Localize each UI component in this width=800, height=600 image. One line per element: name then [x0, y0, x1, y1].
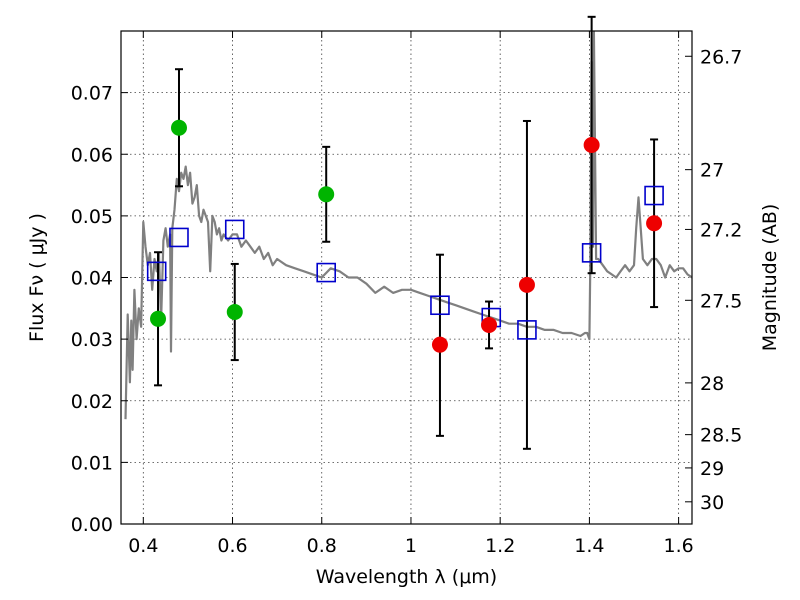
right-tick-label: 28: [700, 373, 724, 395]
observed-point: [646, 215, 663, 232]
right-tick-label: 27: [700, 160, 724, 182]
x-tick-label: 0.6: [217, 535, 247, 557]
marker-layer: [146, 119, 664, 353]
model-point: [644, 185, 664, 206]
y-tick-label: 0.04: [71, 268, 113, 290]
model-point: [430, 295, 450, 316]
y-tick-label: 0.05: [71, 206, 113, 228]
y-axis-title: Flux Fν ( μJy ): [26, 213, 48, 342]
label-layer: 0.4 0.6 0.8 1 1.2 1.4 1.6 0.00 0.01 0.02 0.03 0.04 0…: [71, 46, 743, 557]
observed-point: [226, 304, 243, 321]
model-point: [224, 219, 245, 240]
right-tick-label: 27.2: [700, 219, 742, 241]
right-tick-label: 30: [700, 492, 724, 514]
x-tick-label: 1: [405, 535, 417, 557]
spectrum-layer: [124, 31, 692, 420]
grid: [121, 31, 692, 524]
model-point: [146, 261, 167, 282]
x-tick-label: 1.4: [574, 535, 604, 557]
right-tick-label: 27.5: [700, 290, 742, 312]
y-tick-label: 0.07: [71, 83, 113, 105]
y-tick-label: 0.00: [71, 514, 113, 536]
x-tick-label: 1.2: [485, 535, 515, 557]
y-tick-label: 0.03: [71, 329, 113, 351]
observed-point: [318, 186, 335, 203]
right-tick-label: 29: [700, 458, 724, 480]
observed-point: [170, 119, 187, 136]
observed-point: [431, 336, 448, 353]
x-axis-title: Wavelength λ (μm): [316, 566, 497, 588]
model-point: [316, 262, 337, 283]
model-point: [517, 320, 537, 340]
model-point: [581, 243, 602, 263]
x-tick-label: 0.4: [128, 535, 158, 557]
observed-point: [583, 137, 600, 154]
y-tick-label: 0.06: [71, 144, 113, 166]
right-tick-label: 28.5: [700, 425, 742, 447]
tick-layer: [121, 31, 692, 525]
errorbar-layer: [154, 15, 659, 450]
observed-point: [481, 316, 498, 333]
spectrum-line: [124, 31, 692, 420]
y-tick-label: 0.01: [71, 452, 113, 474]
observed-point: [150, 310, 167, 327]
x-tick-label: 0.8: [307, 535, 337, 557]
model-point: [169, 227, 189, 248]
observed-point: [518, 276, 535, 293]
right-axis-title: Magnitude (AB): [759, 204, 781, 352]
y-tick-label: 0.02: [71, 391, 113, 413]
right-tick-label: 26.7: [700, 46, 742, 68]
x-tick-label: 1.6: [664, 535, 694, 557]
